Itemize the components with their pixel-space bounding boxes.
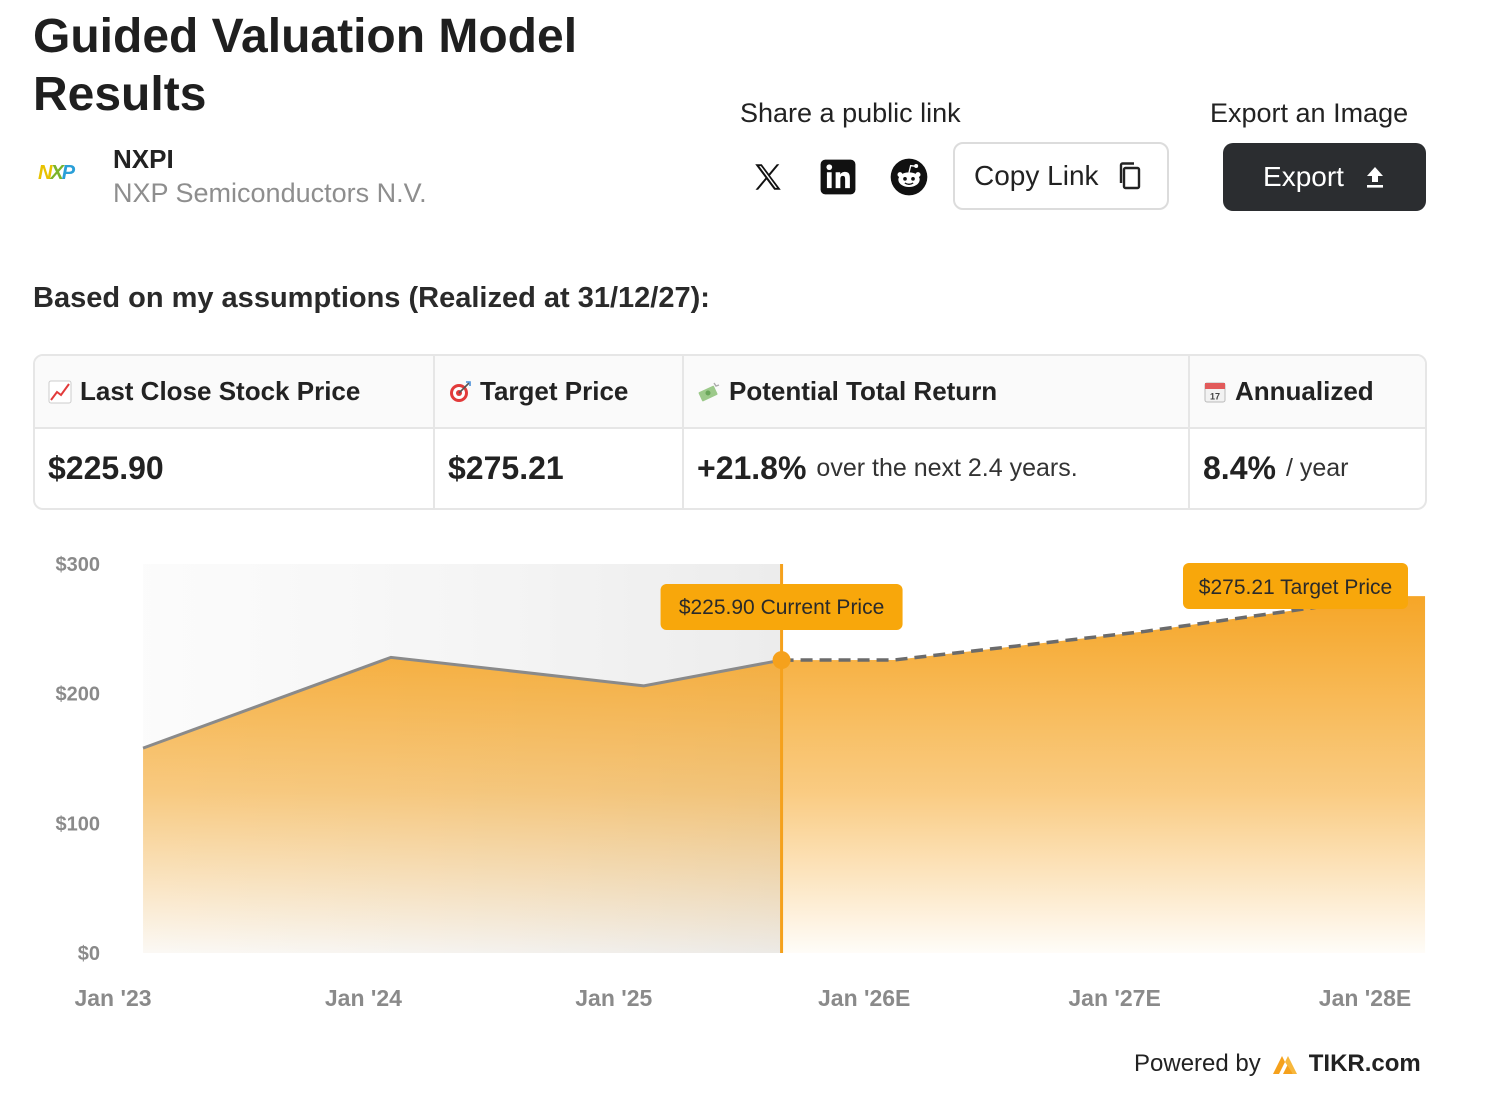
header-target-price: Target Price xyxy=(435,356,684,429)
last-close-value: $225.90 xyxy=(35,429,435,508)
header-label: Last Close Stock Price xyxy=(80,376,361,406)
annualized-value: 8.4% xyxy=(1203,450,1276,486)
target-price-value: $275.21 xyxy=(435,429,684,508)
potential-return-cell: +21.8% over the next 2.4 years. xyxy=(684,429,1190,508)
powered-by-text: Powered by xyxy=(1134,1050,1261,1077)
potential-return-value: +21.8% xyxy=(697,450,807,486)
copy-icon xyxy=(1117,161,1143,191)
upload-icon xyxy=(1364,165,1386,189)
svg-text:17: 17 xyxy=(1210,391,1220,401)
x-tick-label: Jan '25 xyxy=(575,985,652,1011)
assumptions-heading: Based on my assumptions (Realized at 31/… xyxy=(33,282,710,314)
export-button-label: Export xyxy=(1263,161,1344,192)
x-tick-label: Jan '28E xyxy=(1319,985,1411,1011)
ticker-symbol: NXPI xyxy=(113,144,174,174)
powered-by: Powered by TIKR.com xyxy=(1134,1050,1421,1078)
price-area xyxy=(143,596,1426,953)
valuation-chart: $0 $100 $200 $300 $225.90 Current Price $275.… xyxy=(56,554,1426,1011)
historical-price-line xyxy=(142,655,782,750)
export-button[interactable]: Export xyxy=(1223,143,1426,211)
y-tick-label: $200 xyxy=(56,684,101,706)
x-tick-label: Jan '23 xyxy=(74,985,151,1011)
x-icon[interactable] xyxy=(746,155,790,199)
copy-link-button[interactable]: Copy Link xyxy=(953,142,1169,210)
header-label: Target Price xyxy=(480,376,629,406)
money-icon xyxy=(697,380,721,404)
target-icon xyxy=(448,380,472,404)
reddit-icon[interactable] xyxy=(887,155,931,199)
company-info: NXP NXPI NXP Semiconductors N.V. xyxy=(38,142,538,212)
annualized-cell: 8.4% / year xyxy=(1190,429,1425,508)
share-label: Share a public link xyxy=(740,98,961,128)
copy-link-label: Copy Link xyxy=(974,160,1099,191)
y-tick-label: $0 xyxy=(78,943,100,965)
linkedin-icon[interactable] xyxy=(816,155,860,199)
chart-up-icon xyxy=(48,380,72,404)
header-potential-return: Potential Total Return xyxy=(684,356,1190,429)
y-tick-label: $100 xyxy=(56,813,101,835)
calendar-icon: 17 xyxy=(1203,380,1227,404)
current-price-marker xyxy=(772,651,791,670)
metrics-table: Last Close Stock Price Target Price Pote… xyxy=(33,354,1427,510)
projected-price-line xyxy=(781,594,1396,662)
header-label: Potential Total Return xyxy=(729,376,998,406)
page-title: Guided Valuation Model Results xyxy=(33,10,578,121)
x-tick-label: Jan '27E xyxy=(1068,985,1160,1011)
tikr-logo-icon xyxy=(1271,1052,1299,1076)
export-label: Export an Image xyxy=(1210,98,1409,128)
target-price-label-bg xyxy=(1183,563,1408,609)
header-label: Annualized xyxy=(1235,376,1374,406)
header-annualized: 17 Annualized xyxy=(1190,356,1425,429)
annualized-text: / year xyxy=(1285,454,1349,482)
company-name: NXP Semiconductors N.V. xyxy=(113,178,427,208)
tikr-link[interactable]: TIKR.com xyxy=(1308,1050,1421,1077)
current-price-label-bg xyxy=(660,584,903,630)
target-price-label: $275.21 Target Price xyxy=(1199,576,1392,599)
y-tick-label: $300 xyxy=(56,554,101,576)
header-last-close: Last Close Stock Price xyxy=(35,356,435,429)
x-tick-label: Jan '26E xyxy=(818,985,910,1011)
potential-return-text: over the next 2.4 years. xyxy=(816,454,1078,482)
x-tick-label: Jan '24 xyxy=(325,985,402,1011)
company-logo: NXP xyxy=(38,162,75,184)
current-price-label: $225.90 Current Price xyxy=(679,596,884,619)
